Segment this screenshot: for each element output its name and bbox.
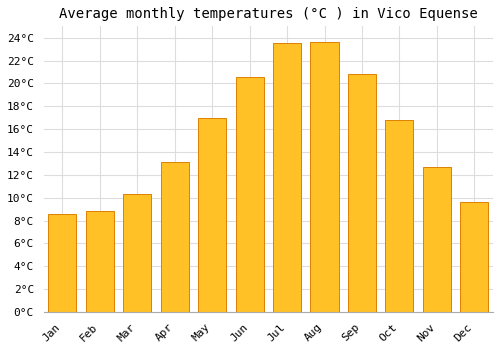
Title: Average monthly temperatures (°C ) in Vico Equense: Average monthly temperatures (°C ) in Vi… — [59, 7, 478, 21]
Bar — [348, 74, 376, 312]
Bar — [273, 43, 301, 312]
Bar — [310, 42, 338, 312]
Bar — [423, 167, 451, 312]
Bar — [123, 194, 152, 312]
Bar — [86, 211, 114, 312]
Bar — [386, 120, 413, 312]
Bar — [198, 118, 226, 312]
Bar — [460, 202, 488, 312]
Bar — [236, 77, 264, 312]
Bar — [160, 162, 189, 312]
Bar — [48, 214, 76, 312]
